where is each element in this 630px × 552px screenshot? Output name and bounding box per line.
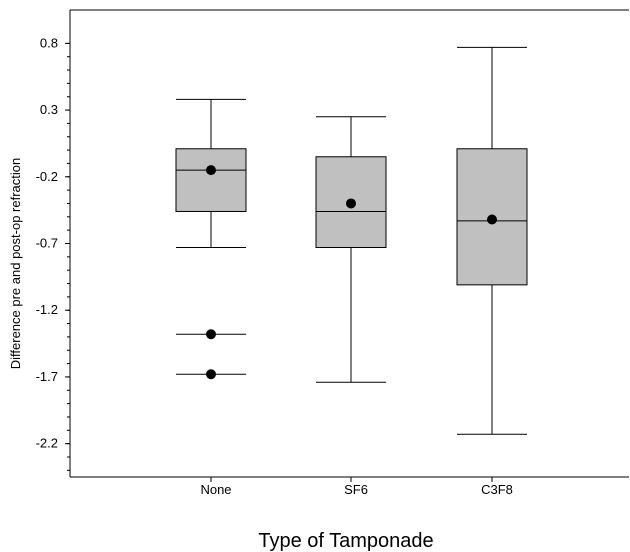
- box-series: [175, 46, 528, 435]
- x-axis-title: Type of Tamponade: [258, 530, 433, 552]
- x-tick-label: None: [200, 482, 231, 497]
- x-tick-label: C3F8: [481, 482, 513, 497]
- y-tick-label: -2.2: [36, 436, 58, 451]
- mean-point: [346, 198, 356, 209]
- x-axis-ticks: None SF6 C3F8: [200, 477, 513, 497]
- outlier-point: [206, 369, 216, 380]
- y-tick-label: -0.7: [36, 236, 58, 251]
- y-axis-ticks: 0.8 0.3 -0.2 -0.7 -1.2 -1.7 -2.2: [36, 35, 70, 471]
- mean-point: [487, 214, 497, 225]
- y-tick-label: 0.8: [40, 35, 58, 50]
- box-iqr: [175, 148, 247, 212]
- y-tick-label: -0.2: [36, 169, 58, 184]
- outlier-point: [206, 329, 216, 340]
- y-tick-label: 0.3: [40, 102, 58, 117]
- y-tick-label: -1.7: [36, 369, 58, 384]
- box-sf6: [315, 116, 387, 383]
- y-axis-title: Difference pre and post-op refraction: [8, 158, 23, 370]
- y-tick-label: -1.2: [36, 302, 58, 317]
- box-none: [175, 98, 247, 380]
- mean-point: [206, 165, 216, 176]
- box-c3f8: [456, 46, 528, 435]
- x-tick-label: SF6: [344, 482, 368, 497]
